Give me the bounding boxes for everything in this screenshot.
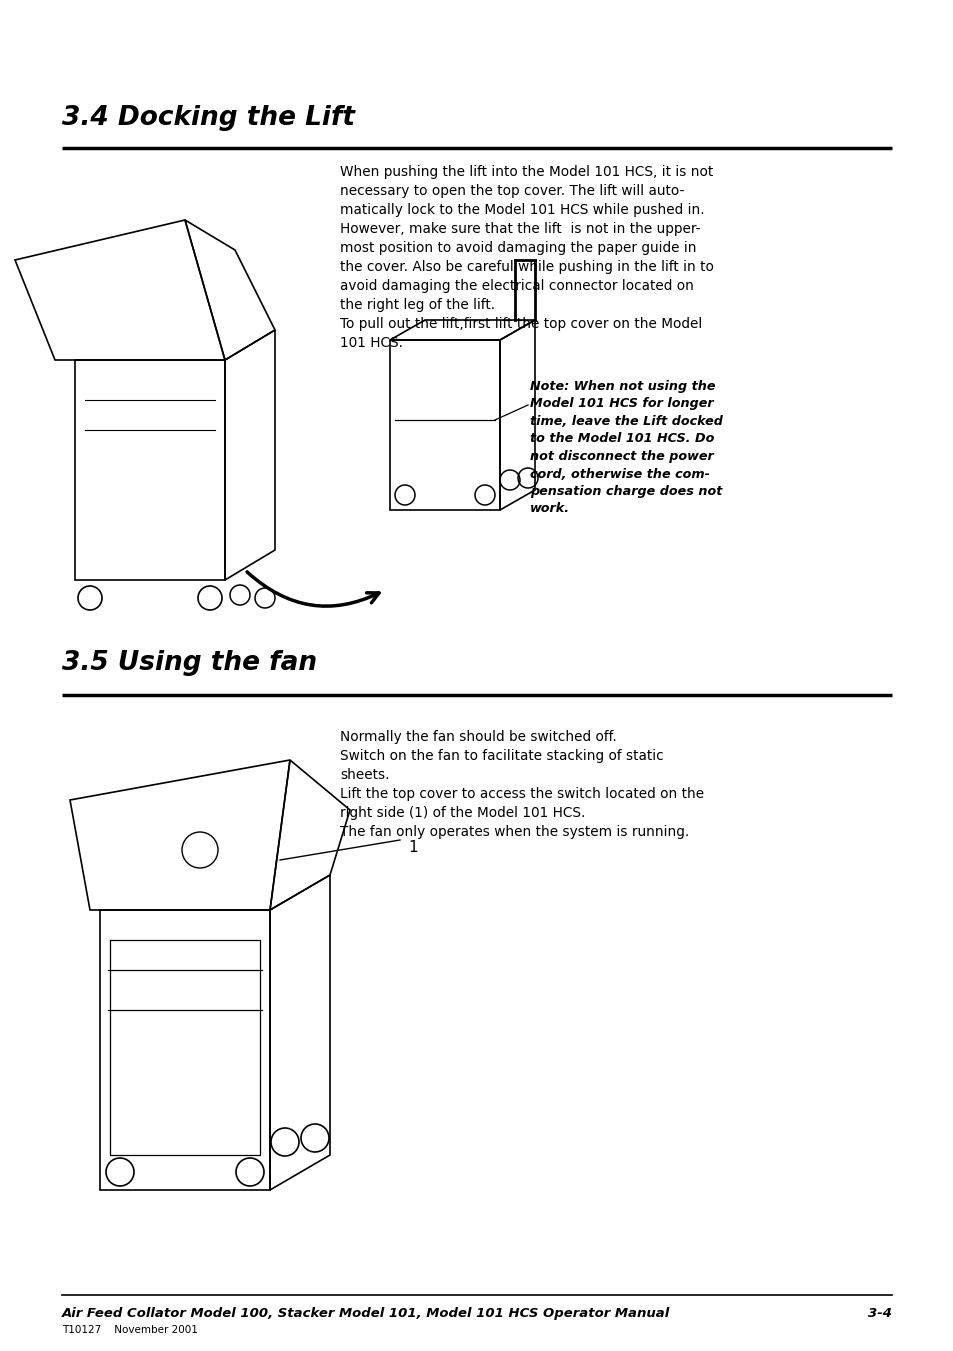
Text: 1: 1 (408, 840, 417, 855)
Text: 3.4 Docking the Lift: 3.4 Docking the Lift (62, 105, 355, 131)
Text: Normally the fan should be switched off.
Switch on the fan to facilitate stackin: Normally the fan should be switched off.… (339, 730, 703, 839)
Text: Air Feed Collator Model 100, Stacker Model 101, Model 101 HCS Operator Manual: Air Feed Collator Model 100, Stacker Mod… (62, 1306, 670, 1320)
Text: T10127    November 2001: T10127 November 2001 (62, 1325, 197, 1335)
Text: Note: When not using the
Model 101 HCS for longer
time, leave the Lift docked
to: Note: When not using the Model 101 HCS f… (530, 380, 722, 516)
Text: 3-4: 3-4 (867, 1306, 891, 1320)
Text: 3.5 Using the fan: 3.5 Using the fan (62, 650, 316, 676)
Text: When pushing the lift into the Model 101 HCS, it is not
necessary to open the to: When pushing the lift into the Model 101… (339, 165, 713, 350)
